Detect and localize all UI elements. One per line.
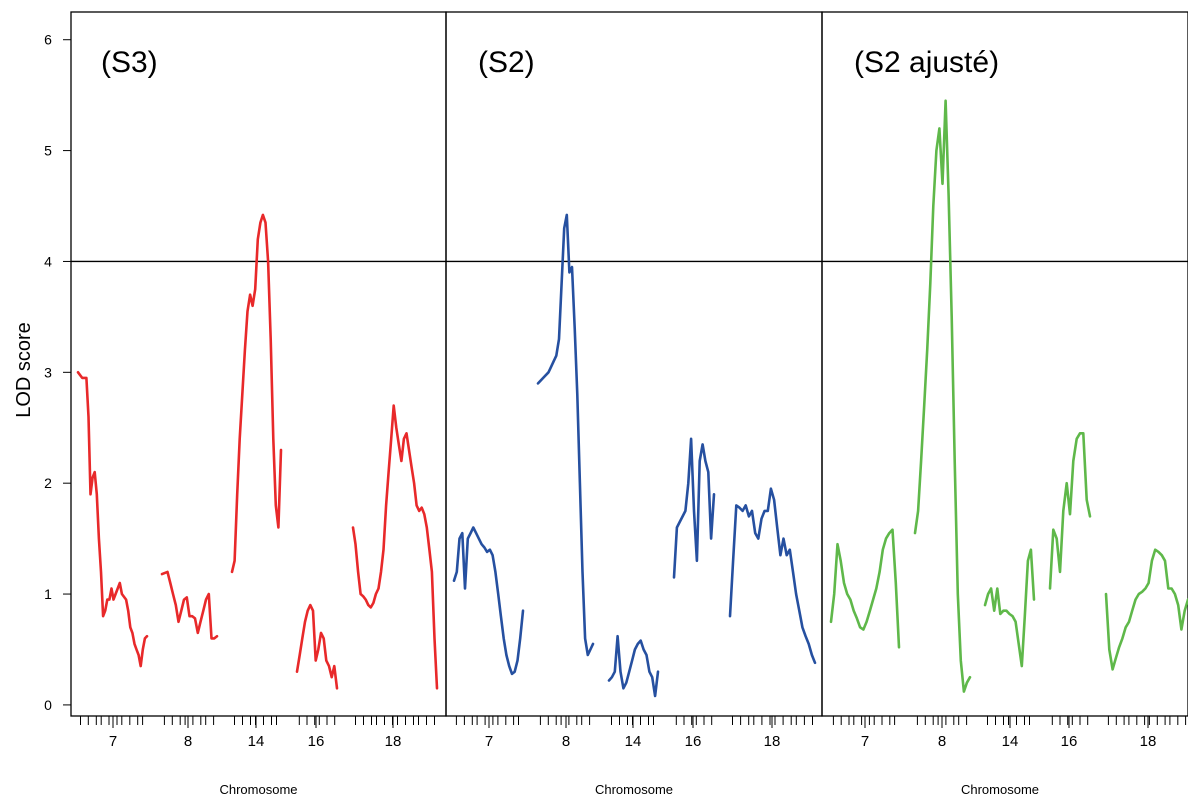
panel-title: (S2 ajusté) [854,46,999,79]
x-tick-label: 8 [938,733,946,750]
x-tick-label: 18 [1140,733,1157,750]
series-line-chr-8 [536,213,595,657]
panel-2: (S2) 7 8 14 16 18 Chromosome [445,11,823,797]
series-line-chr-16 [672,437,716,579]
y-tick-label: 4 [44,253,52,269]
x-tick-label: 14 [1002,733,1019,750]
series-line-chr-7 [452,526,525,676]
x-axis-label: Chromosome [219,782,297,797]
x-tick-label: 14 [248,733,265,750]
x-tick-label: 18 [385,733,402,750]
series-line-chr-18 [351,404,439,690]
panel-frame [821,11,1188,717]
panel-frame [445,11,823,717]
x-axis-label: Chromosome [961,782,1039,797]
x-tick-label: 8 [184,733,192,750]
x-tick-label: 7 [485,733,493,750]
series-line-chr-16 [1048,432,1092,590]
series-line-chr-14 [607,634,660,698]
series-line-chr-14 [983,548,1036,668]
series-line-chr-18 [728,487,817,665]
series-line-chr-18 [1104,548,1188,671]
x-tick-label: 16 [1061,733,1078,750]
panel-3: (S2 ajusté) 7 8 14 16 18 Chromosome [821,11,1188,797]
series-line-chr-7 [76,371,149,668]
y-tick-label: 2 [44,475,52,491]
y-tick-label: 1 [44,586,52,602]
x-tick-label: 18 [764,733,781,750]
x-tick-label: 14 [625,733,642,750]
x-axis-label: Chromosome [595,782,673,797]
y-tick-label: 3 [44,364,52,380]
x-tick-label: 16 [308,733,325,750]
x-tick-label: 7 [861,733,869,750]
series-line-chr-14 [230,213,283,574]
y-tick-label: 0 [44,697,52,713]
panel-title: (S3) [101,46,158,79]
panel-1: (S3) 7 8 14 16 18 Chromosome [70,11,447,797]
x-tick-label: 8 [562,733,570,750]
x-tick-label: 16 [685,733,702,750]
series-line-chr-16 [295,603,339,690]
series-line-chr-8 [160,570,219,640]
series-line-chr-8 [913,99,972,693]
x-tick-label: 7 [109,733,117,750]
y-axis-label: LOD score [13,322,35,418]
y-tick-label: 6 [44,32,52,48]
panel-title: (S2) [478,46,535,79]
series-line-chr-7 [829,528,901,649]
y-tick-label: 5 [44,143,52,159]
